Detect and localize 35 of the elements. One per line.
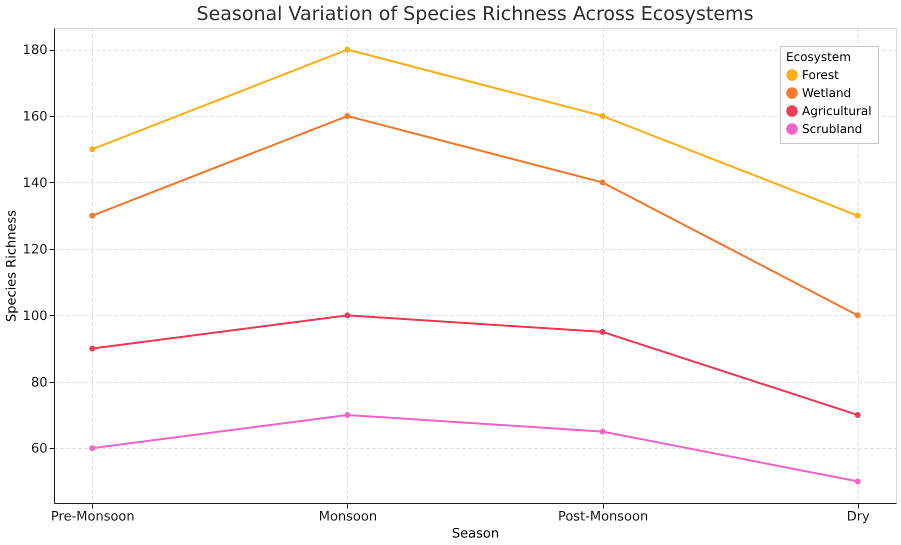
x-tick-label: Post-Monsoon bbox=[558, 510, 648, 524]
point bbox=[600, 180, 606, 186]
chart-title: Seasonal Variation of Species Richness Across Ecosystems bbox=[196, 3, 754, 25]
y-tick-label: 180 bbox=[22, 43, 48, 58]
legend-title: Ecosystem bbox=[786, 50, 851, 64]
x-tick-label: Pre-Monsoon bbox=[50, 510, 135, 524]
y-axis-title: Species Richness bbox=[4, 210, 20, 322]
point bbox=[600, 113, 606, 119]
point bbox=[854, 478, 861, 484]
y-tick-label: 120 bbox=[22, 242, 48, 258]
y-tick-label: 100 bbox=[22, 308, 48, 324]
x-tick-label: Monsoon bbox=[318, 510, 378, 524]
point bbox=[600, 328, 606, 335]
point bbox=[344, 46, 350, 53]
x-tick-label: Dry bbox=[846, 510, 870, 524]
legend-label: Forest bbox=[802, 68, 840, 82]
legend-label: Wetland bbox=[802, 86, 852, 100]
legend-label: Scrubland bbox=[802, 122, 862, 136]
y-tick-label: 160 bbox=[22, 110, 48, 125]
point bbox=[89, 146, 96, 152]
point bbox=[344, 412, 350, 418]
point bbox=[854, 212, 861, 219]
point bbox=[854, 412, 861, 418]
point bbox=[344, 312, 350, 318]
y-tick-label: 140 bbox=[22, 176, 48, 191]
point bbox=[89, 445, 96, 452]
x-axis-title: Season bbox=[452, 526, 500, 542]
point bbox=[344, 113, 350, 119]
point bbox=[89, 212, 96, 219]
y-tick-label: 80 bbox=[30, 375, 48, 390]
y-tick-label: 60 bbox=[30, 442, 48, 457]
point bbox=[600, 428, 606, 435]
legend-label: Agricultural bbox=[802, 104, 872, 118]
point bbox=[89, 346, 96, 352]
point bbox=[854, 312, 861, 318]
